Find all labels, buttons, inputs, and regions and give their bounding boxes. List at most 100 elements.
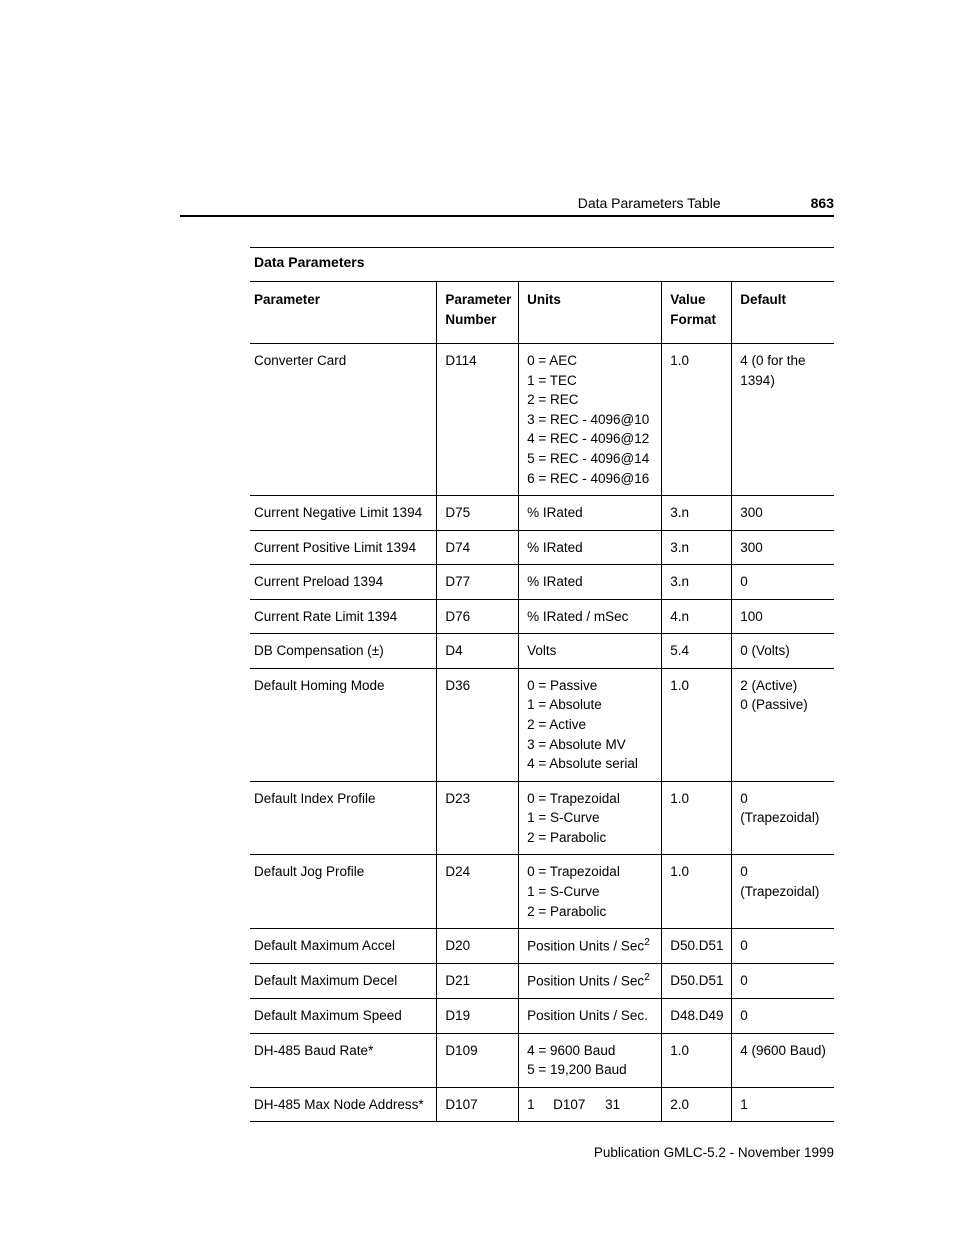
header-page-number: 863 bbox=[811, 195, 834, 211]
cell-units: 4 = 9600 Baud5 = 19,200 Baud bbox=[519, 1033, 662, 1087]
cell-number: D4 bbox=[437, 634, 519, 669]
cell-default: 1 bbox=[732, 1087, 834, 1122]
table-body: Converter CardD1140 = AEC1 = TEC2 = REC3… bbox=[250, 344, 834, 1122]
cell-parameter: Converter Card bbox=[250, 344, 437, 496]
table-row: Default Jog ProfileD240 = Trapezoidal1 =… bbox=[250, 855, 834, 929]
table-row: Current Negative Limit 1394D75% IRated3.… bbox=[250, 496, 834, 531]
col-units-label: Units bbox=[527, 292, 561, 307]
cell-parameter: Current Negative Limit 1394 bbox=[250, 496, 437, 531]
cell-number: D77 bbox=[437, 565, 519, 600]
cell-parameter: DH-485 Baud Rate* bbox=[250, 1033, 437, 1087]
cell-units: Position Units / Sec. bbox=[519, 999, 662, 1034]
cell-format: D48.D49 bbox=[662, 999, 732, 1034]
cell-units: % IRated / mSec bbox=[519, 599, 662, 634]
col-default: Default bbox=[732, 282, 834, 344]
cell-format: 1.0 bbox=[662, 781, 732, 855]
col-number-l1: Parameter bbox=[445, 292, 511, 307]
table-row: DH-485 Baud Rate*D1094 = 9600 Baud5 = 19… bbox=[250, 1033, 834, 1087]
cell-number: D74 bbox=[437, 530, 519, 565]
col-number-l2: Number bbox=[445, 312, 496, 327]
cell-default: 0 bbox=[732, 929, 834, 964]
content-area: Data Parameters Parameter Parameter Numb… bbox=[250, 247, 834, 1122]
cell-number: D24 bbox=[437, 855, 519, 929]
table-row: Current Preload 1394D77% IRated3.n0 bbox=[250, 565, 834, 600]
cell-units: Position Units / Sec2 bbox=[519, 929, 662, 964]
cell-parameter: Default Maximum Decel bbox=[250, 964, 437, 999]
cell-format: D50.D51 bbox=[662, 929, 732, 964]
cell-parameter: DH-485 Max Node Address* bbox=[250, 1087, 437, 1122]
table-row: Current Rate Limit 1394D76% IRated / mSe… bbox=[250, 599, 834, 634]
cell-default: 4 (0 for the1394) bbox=[732, 344, 834, 496]
table-title: Data Parameters bbox=[250, 247, 834, 281]
cell-default: 0 bbox=[732, 999, 834, 1034]
cell-parameter: Default Maximum Speed bbox=[250, 999, 437, 1034]
cell-units: % IRated bbox=[519, 565, 662, 600]
cell-number: D19 bbox=[437, 999, 519, 1034]
cell-number: D36 bbox=[437, 668, 519, 781]
cell-units: 0 = Trapezoidal1 = S-Curve2 = Parabolic bbox=[519, 855, 662, 929]
table-row: Converter CardD1140 = AEC1 = TEC2 = REC3… bbox=[250, 344, 834, 496]
data-parameters-table: Parameter Parameter Number Units Value F… bbox=[250, 281, 834, 1122]
cell-default: 300 bbox=[732, 530, 834, 565]
cell-default: 100 bbox=[732, 599, 834, 634]
cell-default: 4 (9600 Baud) bbox=[732, 1033, 834, 1087]
cell-parameter: Current Rate Limit 1394 bbox=[250, 599, 437, 634]
header-section-title: Data Parameters Table bbox=[578, 195, 721, 211]
cell-parameter: Default Maximum Accel bbox=[250, 929, 437, 964]
cell-parameter: Default Index Profile bbox=[250, 781, 437, 855]
header-rule bbox=[180, 215, 834, 217]
cell-units: Volts bbox=[519, 634, 662, 669]
cell-format: 3.n bbox=[662, 496, 732, 531]
cell-default: 2 (Active)0 (Passive) bbox=[732, 668, 834, 781]
col-parameter: Parameter bbox=[250, 282, 437, 344]
cell-default: 0 bbox=[732, 964, 834, 999]
cell-format: 2.0 bbox=[662, 1087, 732, 1122]
cell-format: D50.D51 bbox=[662, 964, 732, 999]
cell-format: 3.n bbox=[662, 530, 732, 565]
cell-number: D114 bbox=[437, 344, 519, 496]
cell-format: 5.4 bbox=[662, 634, 732, 669]
cell-parameter: Default Homing Mode bbox=[250, 668, 437, 781]
cell-format: 1.0 bbox=[662, 855, 732, 929]
col-format-l2: Format bbox=[670, 312, 716, 327]
col-format-l1: Value bbox=[670, 292, 705, 307]
cell-number: D107 bbox=[437, 1087, 519, 1122]
table-row: Default Homing ModeD360 = Passive1 = Abs… bbox=[250, 668, 834, 781]
cell-format: 1.0 bbox=[662, 668, 732, 781]
cell-number: D76 bbox=[437, 599, 519, 634]
cell-format: 1.0 bbox=[662, 1033, 732, 1087]
footer-publication: Publication GMLC-5.2 - November 1999 bbox=[594, 1145, 834, 1160]
cell-number: D20 bbox=[437, 929, 519, 964]
table-row: DH-485 Max Node Address*D1071D107312.01 bbox=[250, 1087, 834, 1122]
col-default-label: Default bbox=[740, 292, 786, 307]
cell-format: 1.0 bbox=[662, 344, 732, 496]
cell-parameter: Current Positive Limit 1394 bbox=[250, 530, 437, 565]
table-row: Default Maximum DecelD21Position Units /… bbox=[250, 964, 834, 999]
cell-parameter: Default Jog Profile bbox=[250, 855, 437, 929]
cell-units: 1D10731 bbox=[519, 1087, 662, 1122]
cell-units: % IRated bbox=[519, 530, 662, 565]
cell-units: 0 = Passive1 = Absolute2 = Active3 = Abs… bbox=[519, 668, 662, 781]
cell-format: 4.n bbox=[662, 599, 732, 634]
document-page: Data Parameters Table 863 Data Parameter… bbox=[0, 0, 954, 1235]
cell-number: D75 bbox=[437, 496, 519, 531]
table-header-row: Parameter Parameter Number Units Value F… bbox=[250, 282, 834, 344]
col-format: Value Format bbox=[662, 282, 732, 344]
cell-default: 0 (Volts) bbox=[732, 634, 834, 669]
col-number: Parameter Number bbox=[437, 282, 519, 344]
cell-units: 0 = AEC1 = TEC2 = REC3 = REC - 4096@104 … bbox=[519, 344, 662, 496]
cell-default: 0 (Trapezoidal) bbox=[732, 855, 834, 929]
table-row: Default Maximum SpeedD19Position Units /… bbox=[250, 999, 834, 1034]
cell-units: % IRated bbox=[519, 496, 662, 531]
cell-default: 300 bbox=[732, 496, 834, 531]
cell-number: D109 bbox=[437, 1033, 519, 1087]
cell-default: 0 (Trapezoidal) bbox=[732, 781, 834, 855]
col-units: Units bbox=[519, 282, 662, 344]
table-row: Current Positive Limit 1394D74% IRated3.… bbox=[250, 530, 834, 565]
cell-number: D21 bbox=[437, 964, 519, 999]
cell-units: Position Units / Sec2 bbox=[519, 964, 662, 999]
cell-parameter: DB Compensation (±) bbox=[250, 634, 437, 669]
cell-default: 0 bbox=[732, 565, 834, 600]
table-row: Default Index ProfileD230 = Trapezoidal1… bbox=[250, 781, 834, 855]
cell-units: 0 = Trapezoidal1 = S-Curve2 = Parabolic bbox=[519, 781, 662, 855]
